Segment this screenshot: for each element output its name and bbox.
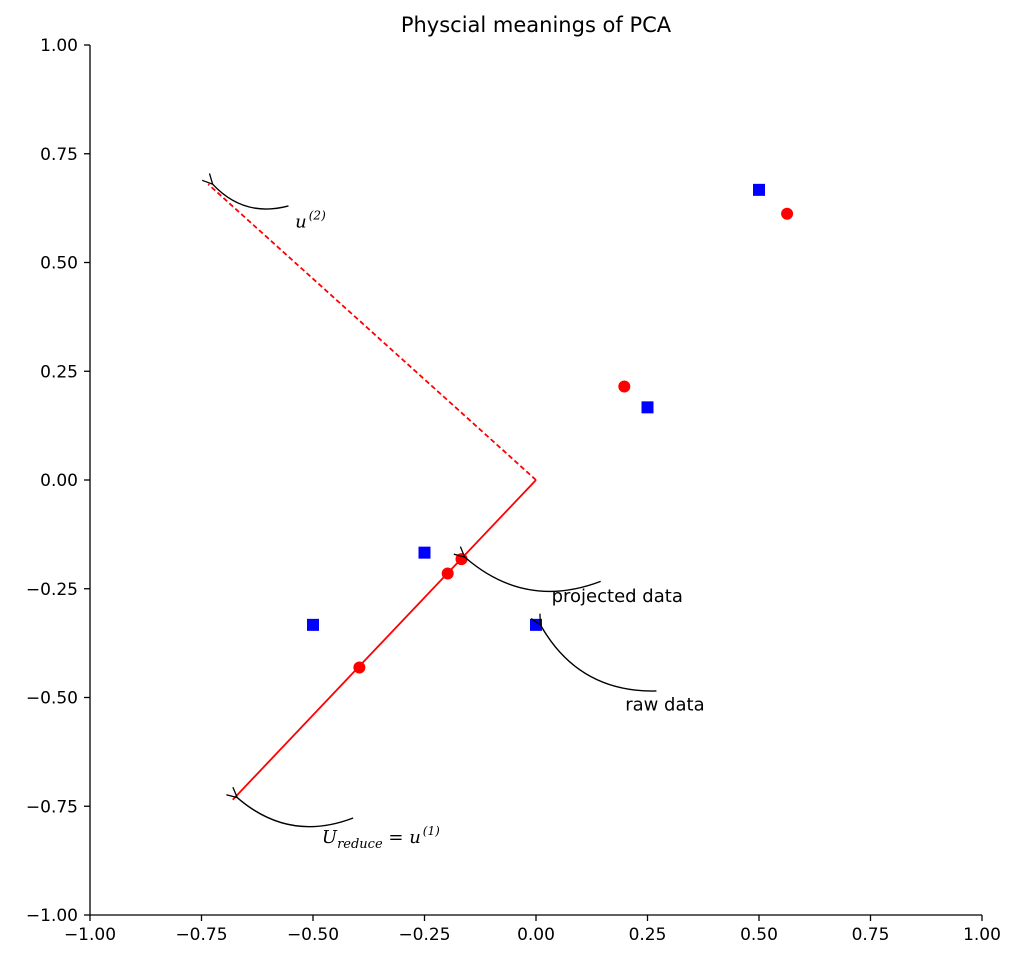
raw-data-point [418,546,431,559]
annotation-projected-label: projected data [552,586,683,607]
x-tick-label: 0.00 [517,925,555,945]
raw-data-point [641,401,654,414]
y-tick-label: 0.25 [40,362,78,382]
y-tick-label: 0.75 [40,145,78,165]
annotation-u2-label: u (2) [295,209,326,233]
x-tick-label: −1.00 [64,925,116,945]
x-tick-label: 0.50 [740,925,778,945]
annotation-arrow-projected [465,557,601,593]
y-tick-label: 1.00 [40,36,78,56]
y-tick-label: −0.50 [26,689,78,709]
annotation-arrow-ureduce [237,798,354,828]
raw-data-point [753,183,765,196]
annotation-raw-label: raw data [625,695,704,716]
chart-title: Physcial meanings of PCA [401,13,672,37]
annotations: u (2) projected data raw data Ureduce = u (1) [213,184,705,852]
x-tick-label: −0.50 [287,925,339,945]
vector-u2 [207,183,537,481]
raw-data-point [530,618,542,631]
raw-data-point [307,618,319,631]
x-tick-label: 0.75 [852,925,890,945]
x-tick-label: 0.25 [629,925,667,945]
projected-data-point [455,553,468,566]
annotation-arrow-raw [540,625,657,692]
y-tick-label: 0.00 [40,471,78,491]
y-tick-label: −0.75 [26,797,78,817]
projected-data-point [618,380,631,393]
axes: −1.00 −0.75 −0.50 −0.25 0.00 0.25 0.50 0.75 1.00… [26,36,1001,945]
projected-data-point [441,567,454,580]
x-tick-label: 1.00 [963,925,1001,945]
vector-u1 [232,479,537,801]
y-tick-label: −1.00 [26,906,78,926]
data-points [307,183,794,674]
projected-data-point [781,207,794,220]
x-tick-label: −0.25 [398,925,450,945]
x-tick-label: −0.75 [175,925,227,945]
y-tick-label: −0.25 [26,580,78,600]
principal-vectors [207,183,537,801]
annotation-arrow-u2 [213,184,289,210]
projected-data-point [353,661,366,674]
y-tick-label: 0.50 [40,254,78,274]
annotation-ureduce-label: Ureduce = u (1) [322,824,440,852]
